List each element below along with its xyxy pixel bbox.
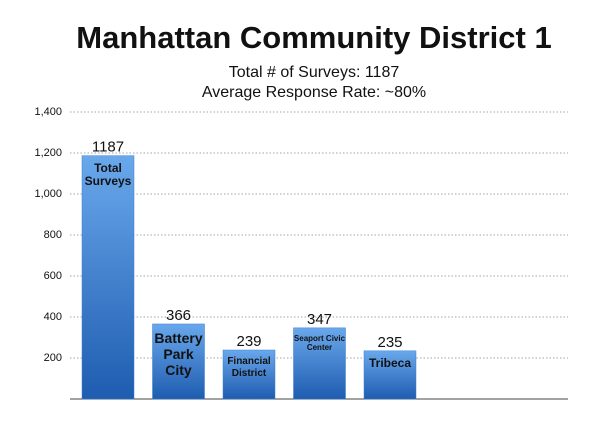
chart-subtitle: Total # of Surveys: 1187: [229, 64, 400, 81]
category-label-box: Battery Park City: [154, 329, 203, 379]
category-label: Seaport Civic Center: [293, 333, 346, 353]
category-label-box: Financial District: [227, 356, 271, 379]
data-label: 347: [307, 311, 332, 328]
bar: [81, 155, 135, 400]
category-label-box: Seaport Civic Center: [293, 333, 346, 353]
y-tick-label: 1,200: [34, 147, 62, 159]
category-label: Financial District: [227, 356, 271, 379]
category-label-box: Total Surveys: [84, 161, 132, 189]
category-label-box: Tribeca: [368, 356, 412, 370]
bar: [363, 350, 417, 400]
category-label: Total Surveys: [84, 161, 132, 189]
y-tick-label: 400: [44, 311, 62, 323]
data-label: 239: [236, 333, 261, 350]
bar: [222, 349, 276, 400]
category-label: Tribeca: [368, 356, 412, 370]
data-label: 235: [377, 334, 402, 351]
y-tick-label: 1,400: [34, 106, 62, 118]
y-tick-label: 200: [44, 352, 62, 364]
data-label: 366: [166, 307, 191, 324]
bar: [293, 327, 346, 400]
category-label: Battery Park City: [154, 329, 203, 379]
bar: [152, 323, 205, 400]
chart-subtitle: Average Response Rate: ~80%: [202, 84, 426, 101]
data-label: 1187: [92, 139, 124, 156]
y-tick-label: 1,000: [34, 188, 62, 200]
chart-title: Manhattan Community District 1: [76, 20, 551, 55]
y-tick-label: 600: [44, 270, 62, 282]
y-tick-label: 800: [44, 229, 62, 241]
